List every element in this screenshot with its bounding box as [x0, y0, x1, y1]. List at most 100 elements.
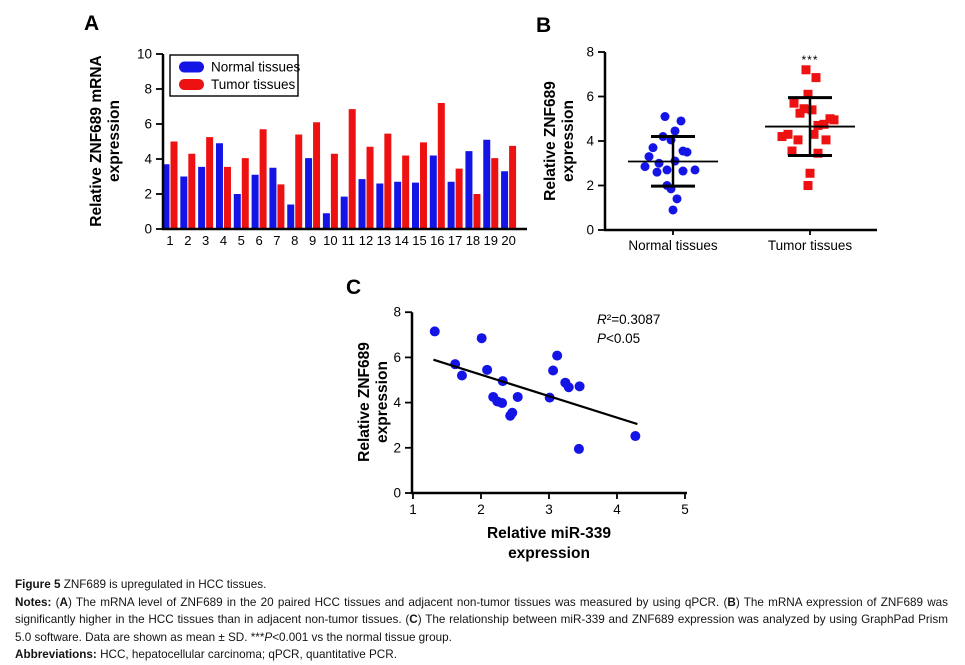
- caption-segment: P: [264, 630, 273, 644]
- scatter-point: [574, 381, 585, 392]
- scatter-point-normal: [682, 147, 692, 157]
- panel-b-label: B: [536, 14, 552, 37]
- caption-segment: ) The mRNA expression of ZNF689 was sign…: [15, 595, 949, 627]
- x-tick-label: 19: [484, 233, 498, 248]
- bar-normal: [447, 181, 455, 229]
- scatter-point-tumor: [787, 146, 797, 156]
- scatter-point-tumor: [813, 120, 823, 130]
- x-tick-label: 16: [430, 233, 444, 248]
- x-tick-label: 3: [545, 502, 553, 517]
- bar-normal: [340, 196, 348, 229]
- y-axis-label-line: expression: [374, 361, 391, 443]
- bar-normal: [198, 166, 206, 229]
- y-axis-label-line: expression: [106, 100, 123, 182]
- x-category-label: Tumor tissues: [768, 238, 853, 253]
- x-tick-label: 11: [341, 233, 355, 248]
- scatter-point-tumor: [799, 104, 809, 114]
- scatter-point-tumor: [809, 129, 819, 139]
- y-tick-label: 2: [586, 178, 594, 193]
- y-tick-label: 6: [393, 350, 401, 365]
- bar-tumor: [188, 153, 196, 229]
- x-tick-label: 1: [166, 233, 173, 248]
- scatter-point-tumor: [811, 73, 821, 83]
- bar-normal: [465, 151, 473, 229]
- y-axis-label-line: Relative ZNF689 mRNA: [88, 55, 105, 226]
- regression-line: [433, 358, 638, 426]
- scatter-point: [456, 370, 467, 381]
- y-tick-label: 4: [144, 152, 152, 167]
- y-tick-label: 6: [144, 117, 152, 132]
- caption-segment: Figure 5: [15, 578, 64, 591]
- scatter-point: [548, 365, 559, 376]
- panel-c-scatter-plot: 0 2 4 6 8 1 2 3 4 5 R²=0.3087 P<0.05 Relative miR-33…: [356, 305, 689, 562]
- scatter-point-tumor: [793, 135, 803, 145]
- x-tick-label: 1: [409, 502, 417, 517]
- bar-tumor: [241, 158, 249, 229]
- bar-normal: [251, 174, 259, 229]
- scatter-point: [482, 364, 493, 375]
- y-tick-label: 0: [144, 222, 152, 237]
- scatter-point-tumor: [807, 105, 817, 115]
- bar-tumor: [366, 146, 374, 229]
- scatter-point-normal: [676, 116, 686, 126]
- bar-tumor: [330, 153, 338, 229]
- scatter-point: [552, 350, 563, 361]
- scatter-point-tumor: [805, 168, 815, 178]
- caption-segment: Notes:: [15, 595, 56, 609]
- scatter-point-tumor: [783, 129, 793, 139]
- x-tick-label: 3: [202, 233, 209, 248]
- caption-segment: A: [59, 595, 68, 609]
- x-tick-label: 13: [377, 233, 391, 248]
- scatter-point-tumor: [801, 65, 811, 75]
- caption-segment: HCC, hepatocellular carcinoma; qPCR, qua…: [100, 648, 397, 662]
- panel-b-dot-plot: 0 2 4 6 8 Normal tissues Tumor tissues *** Relat…: [542, 45, 877, 253]
- x-tick-label: 5: [681, 502, 689, 517]
- bar-normal: [376, 183, 384, 229]
- y-tick-label: 10: [137, 47, 152, 62]
- y-axis-label-line: Relative ZNF689: [542, 81, 559, 201]
- caption-segment: C: [409, 613, 418, 627]
- scatter-point-normal: [640, 162, 650, 172]
- scatter-point-tumor: [803, 89, 813, 99]
- caption-segment: B: [727, 595, 736, 609]
- x-axis-label-line: Relative miR-339: [487, 525, 611, 542]
- x-tick-label: 14: [394, 233, 408, 248]
- y-axis-label-line: Relative ZNF689: [356, 342, 373, 462]
- bar-tumor: [419, 142, 427, 229]
- caption-line-1: Figure 5 ZNF689 is upregulated in HCC ti…: [15, 576, 948, 594]
- scatter-point-normal: [672, 194, 682, 204]
- bar-tumor: [402, 155, 410, 229]
- legend-swatch: [179, 61, 204, 73]
- bar-tumor: [509, 145, 517, 229]
- x-tick-label: 4: [220, 233, 227, 248]
- bar-tumor: [348, 109, 356, 229]
- x-tick-label: 2: [477, 502, 485, 517]
- scatter-point-normal: [644, 152, 654, 162]
- caption-segment: ) The mRNA level of ZNF689 in the 20 pai…: [67, 595, 728, 609]
- y-tick-label: 8: [144, 82, 152, 97]
- legend-label: Normal tissues: [211, 60, 301, 75]
- x-tick-label: 20: [501, 233, 515, 248]
- scatter-point-normal: [652, 167, 662, 177]
- bar-normal: [429, 155, 437, 229]
- bar-normal: [233, 194, 241, 229]
- bar-normal: [394, 181, 402, 229]
- bar-tumor: [491, 158, 499, 229]
- x-tick-label: 6: [255, 233, 262, 248]
- bar-normal: [215, 143, 223, 229]
- scatter-point-tumor: [803, 181, 813, 190]
- scatter-point: [476, 333, 487, 344]
- scatter-point-normal: [654, 158, 664, 168]
- bar-tumor: [455, 168, 463, 229]
- figure-caption: Figure 5 ZNF689 is upregulated in HCC ti…: [15, 576, 948, 664]
- y-axis-label-line: expression: [560, 100, 577, 182]
- y-tick-label: 2: [393, 440, 401, 455]
- scatter-point-tumor: [819, 119, 829, 129]
- scatter-point-normal: [678, 166, 688, 176]
- panel-c-label: C: [346, 276, 362, 299]
- bar-normal: [322, 213, 330, 229]
- caption-segment: ) The relationship between miR-339 and Z…: [15, 613, 948, 644]
- bar-normal: [358, 179, 366, 229]
- scatter-point: [507, 407, 518, 418]
